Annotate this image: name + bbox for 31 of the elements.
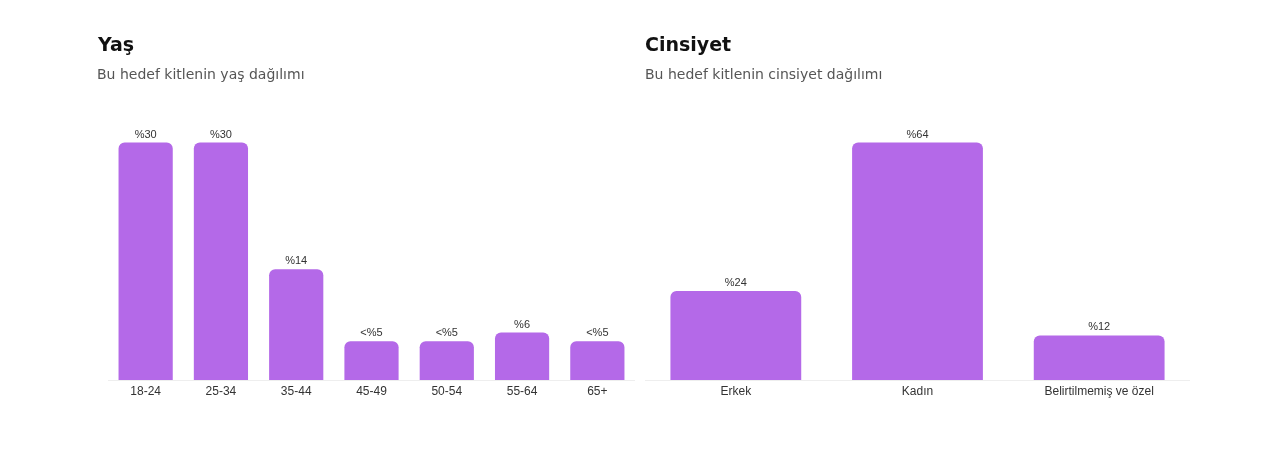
x-tick-label: 45-49 bbox=[356, 384, 388, 399]
bar bbox=[570, 341, 625, 380]
data-label: %30 bbox=[134, 127, 157, 140]
data-label: %12 bbox=[1088, 320, 1111, 333]
bar bbox=[494, 332, 550, 380]
data-label: <%5 bbox=[435, 326, 458, 339]
x-tick-label: Kadın bbox=[901, 384, 934, 399]
x-tick-label: 25-34 bbox=[205, 384, 237, 399]
data-label: <%5 bbox=[586, 326, 609, 339]
x-tick-label: 65+ bbox=[587, 384, 608, 399]
bar bbox=[419, 341, 474, 380]
x-tick-label: Belirtilmemiş ve özel bbox=[1044, 384, 1154, 399]
bar bbox=[269, 269, 324, 380]
data-label: <%5 bbox=[360, 326, 383, 339]
x-tick-label: 55-64 bbox=[506, 384, 538, 399]
chart-title: Cinsiyet bbox=[645, 33, 732, 55]
chart-subtitle: Bu hedef kitlenin cinsiyet dağılımı bbox=[645, 66, 883, 82]
data-label: %30 bbox=[209, 127, 232, 140]
x-tick-label: 50-54 bbox=[431, 384, 463, 399]
bar bbox=[118, 142, 173, 380]
data-label: %14 bbox=[285, 254, 308, 267]
x-tick-label: 35-44 bbox=[280, 384, 312, 399]
bar bbox=[344, 341, 399, 380]
bar bbox=[193, 142, 249, 380]
data-label: %6 bbox=[514, 317, 531, 330]
chart-subtitle: Bu hedef kitlenin yaş dağılımı bbox=[97, 66, 305, 82]
data-label: %64 bbox=[906, 127, 929, 140]
x-tick-label: Erkek bbox=[720, 384, 753, 399]
x-tick-label: 18-24 bbox=[130, 384, 162, 399]
chart-title: Yaş bbox=[97, 33, 135, 55]
data-label: %24 bbox=[724, 275, 747, 288]
